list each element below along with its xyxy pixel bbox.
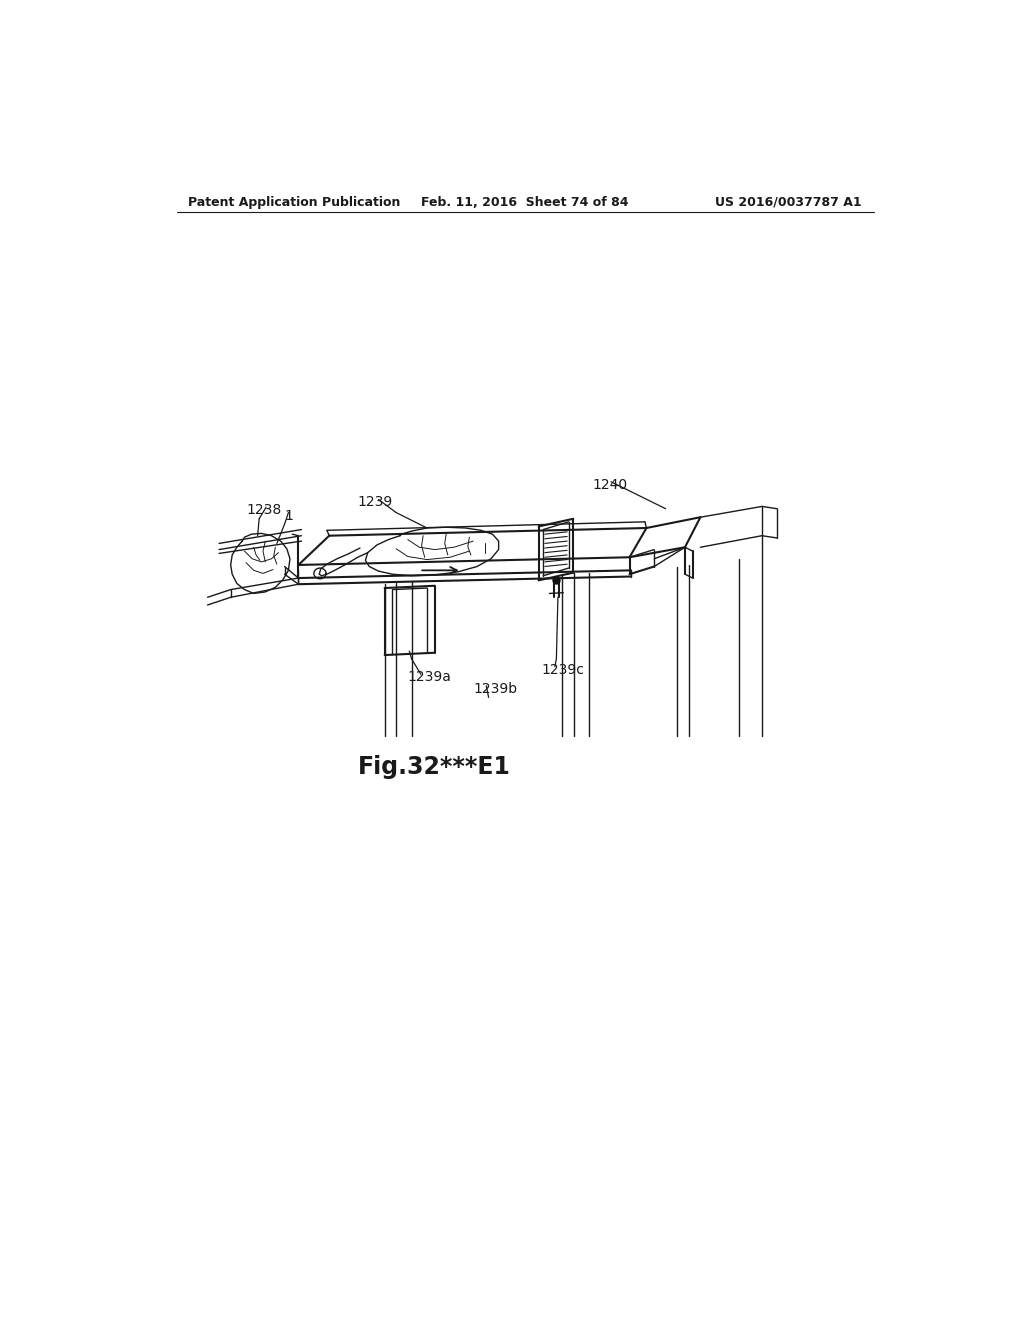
Text: 1239c: 1239c bbox=[542, 663, 585, 677]
Text: Feb. 11, 2016  Sheet 74 of 84: Feb. 11, 2016 Sheet 74 of 84 bbox=[421, 195, 629, 209]
Text: 1240: 1240 bbox=[593, 478, 628, 492]
Text: Fig.32***E1: Fig.32***E1 bbox=[358, 755, 511, 779]
Text: Patent Application Publication: Patent Application Publication bbox=[188, 195, 400, 209]
Text: US 2016/0037787 A1: US 2016/0037787 A1 bbox=[716, 195, 862, 209]
Text: 1239a: 1239a bbox=[408, 671, 452, 685]
Text: 1239: 1239 bbox=[357, 495, 393, 510]
Text: 1: 1 bbox=[285, 508, 294, 523]
Text: 1239b: 1239b bbox=[473, 682, 517, 696]
Text: 1238: 1238 bbox=[246, 503, 282, 517]
